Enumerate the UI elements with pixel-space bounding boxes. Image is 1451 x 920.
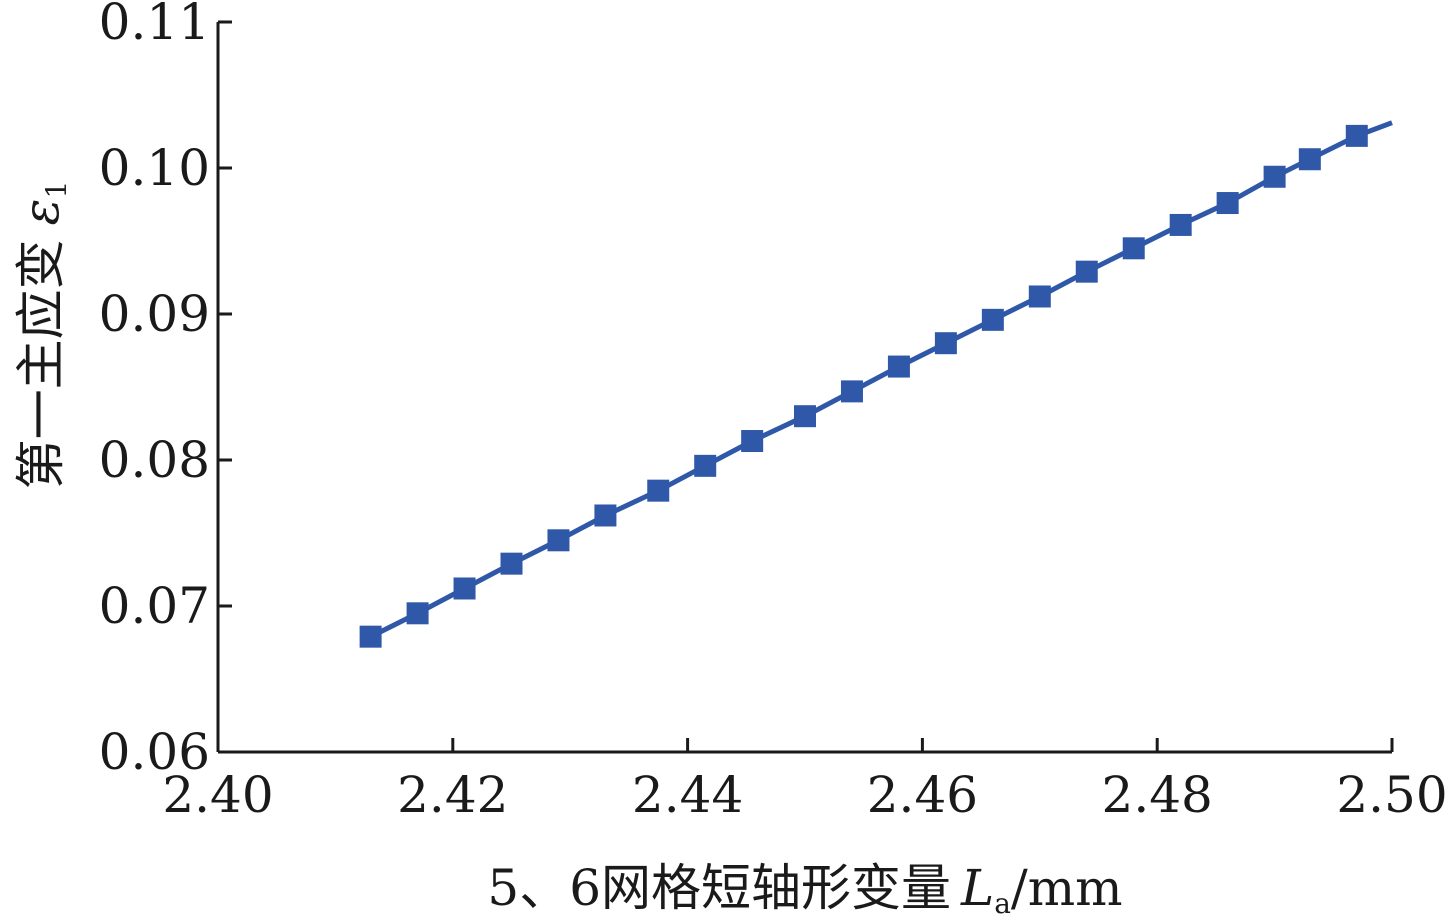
data-point-5: [547, 529, 570, 552]
series-1-line: [369, 120, 1393, 639]
y-axis-title: 第一主应变ε1: [12, 181, 73, 490]
data-point-13: [934, 332, 957, 355]
data-point-19: [1216, 192, 1239, 215]
data-point-16: [1075, 260, 1098, 283]
x-tick-label-2: 2.44: [632, 766, 743, 824]
y-tick-label-1: 0.07: [99, 577, 210, 635]
data-point-9: [741, 430, 764, 453]
data-point-10: [794, 405, 816, 428]
y-tick-label-0: 0.06: [99, 723, 210, 781]
y-axis: 0.06 0.07 0.08 0.09 0.10 0.11: [99, 0, 232, 781]
data-point-12: [887, 355, 910, 378]
series-1: [359, 120, 1393, 648]
x-tick-label-1: 2.42: [397, 766, 508, 824]
data-point-2: [406, 602, 429, 625]
y-tick-label-5: 0.11: [99, 0, 210, 51]
x-axis-title: 5、6网格短轴形变量 La/mm: [487, 859, 1122, 920]
data-point-4: [500, 552, 523, 575]
x-tick-label-5: 2.50: [1336, 766, 1447, 824]
data-point-20: [1263, 165, 1286, 188]
data-point-21: [1298, 148, 1321, 171]
y-tick-label-3: 0.09: [99, 285, 210, 343]
x-axis: 2.40 2.42 2.44 2.46 2.48 2.50: [162, 738, 1448, 824]
data-point-17: [1122, 237, 1145, 260]
data-point-18: [1169, 213, 1192, 236]
x-tick-label-3: 2.46: [867, 766, 978, 824]
data-point-15: [1028, 285, 1051, 308]
y-tick-label-2: 0.08: [99, 431, 210, 489]
data-point-14: [981, 308, 1004, 331]
x-tick-label-4: 2.48: [1102, 766, 1213, 824]
data-point-6: [594, 504, 617, 527]
x-tick-label-0: 2.40: [162, 766, 273, 824]
data-point-8: [694, 454, 717, 477]
data-point-1: [359, 625, 382, 648]
data-point-3: [453, 577, 476, 600]
y-tick-label-4: 0.10: [99, 139, 210, 197]
data-point-11: [840, 380, 863, 403]
data-point-7: [647, 479, 670, 502]
data-point-22: [1345, 124, 1368, 147]
